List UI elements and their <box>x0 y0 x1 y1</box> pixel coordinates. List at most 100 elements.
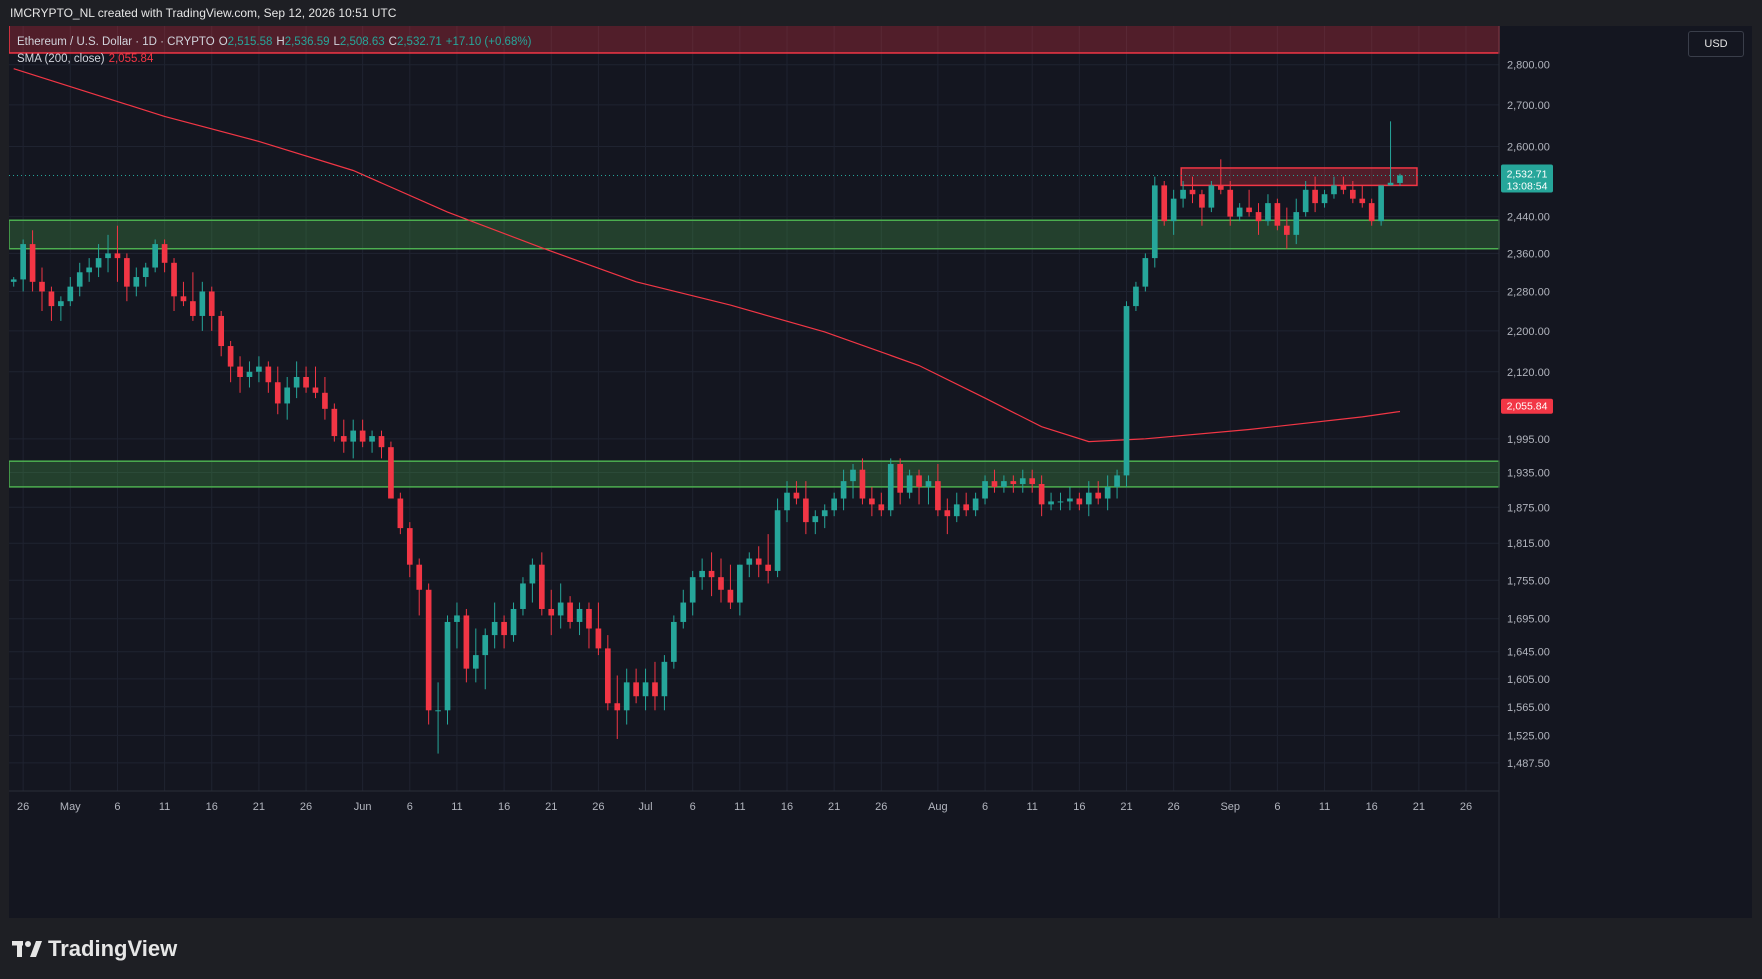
candle-up <box>1123 306 1130 476</box>
x-tick-label: 6 <box>982 801 988 813</box>
y-tick-label: 2,360.00 <box>1507 248 1550 260</box>
candle-down <box>1029 478 1036 485</box>
candle-down <box>416 564 423 590</box>
candle-down <box>897 464 903 493</box>
sma-price-badge <box>1501 398 1553 414</box>
candle-up <box>887 464 894 511</box>
support-zone <box>9 460 1500 488</box>
resistance-top-zone <box>9 26 1500 54</box>
candle-down <box>633 682 639 697</box>
high-label: H <box>276 36 285 48</box>
candle-down <box>501 621 507 636</box>
x-tick-label: 6 <box>407 801 413 813</box>
candle-up <box>906 475 913 493</box>
x-tick-label: 21 <box>253 801 265 813</box>
sma-price-label: 2,055.84 <box>1507 401 1548 413</box>
candle-up <box>576 608 583 622</box>
candle-up <box>350 430 357 442</box>
candle-down <box>944 510 951 517</box>
y-tick-label: 1,995.00 <box>1507 434 1550 446</box>
candle-up <box>1397 175 1403 183</box>
candle-down <box>463 615 470 669</box>
candle-up <box>95 258 102 268</box>
low-value: 2,508.63 <box>339 36 385 48</box>
candle-down <box>378 436 385 448</box>
candle-up <box>623 682 630 711</box>
sma-label[interactable]: SMA (200, close) <box>17 53 105 65</box>
close-label: C <box>388 36 397 48</box>
candle-up <box>454 615 460 622</box>
x-tick-label: 11 <box>159 801 170 813</box>
y-tick-label: 1,525.00 <box>1507 730 1550 742</box>
candle-down <box>171 262 177 297</box>
candle-down <box>586 608 592 629</box>
candle-up <box>529 564 536 584</box>
candle-down <box>755 558 762 565</box>
candle-down <box>1255 212 1262 222</box>
change-value: +17.10 (+0.68%) <box>445 36 532 48</box>
x-tick-label: 21 <box>1413 801 1425 813</box>
candle-down <box>1217 185 1224 190</box>
y-tick-label: 2,440.00 <box>1507 212 1550 224</box>
candle-up <box>737 564 743 603</box>
candle-up <box>256 366 262 372</box>
candle-up <box>520 583 526 609</box>
candle-up <box>435 710 441 712</box>
candle-down <box>237 366 243 377</box>
candle-up <box>671 621 677 662</box>
candle-up <box>152 244 158 268</box>
candle-up <box>1236 207 1243 217</box>
candle-up <box>1085 492 1092 505</box>
candle-up <box>1378 185 1384 222</box>
candle-down <box>48 291 55 307</box>
x-tick-label: Sep <box>1220 801 1240 813</box>
candle-down <box>208 291 215 316</box>
candle-down <box>765 564 771 571</box>
x-tick-label: 21 <box>1120 801 1132 813</box>
candle-up <box>972 498 979 511</box>
candle-up <box>491 621 498 636</box>
candle-up <box>1265 203 1271 222</box>
candle-up <box>199 291 206 316</box>
currency-button[interactable]: USD <box>1688 31 1744 57</box>
candle-up <box>680 602 687 622</box>
x-tick-label: 6 <box>1274 801 1280 813</box>
x-tick-label: Jun <box>354 801 372 813</box>
candle-up <box>142 267 149 278</box>
brand-name: TradingView <box>48 935 178 961</box>
price-chart[interactable]: 2,800.00 2,700.00 2,600.00 2,440.00 2,360.00… <box>9 26 1752 918</box>
candle-up <box>1151 185 1158 259</box>
candle-down <box>1274 203 1281 226</box>
support-zone <box>9 219 1500 250</box>
close-value: 2,532.71 <box>396 36 442 48</box>
candle-down <box>218 315 225 347</box>
candle-down <box>567 602 573 622</box>
candle-up <box>1104 486 1111 499</box>
candle-down <box>331 408 338 437</box>
candle-up <box>1331 185 1337 195</box>
candle-down <box>595 628 602 649</box>
candle-up <box>369 436 375 442</box>
sma-value: 2,055.84 <box>108 53 154 65</box>
x-tick-label: 26 <box>1460 801 1472 813</box>
candle-down <box>1161 185 1168 222</box>
candle-down <box>312 387 319 393</box>
candle-down <box>708 570 715 578</box>
brand[interactable]: TradingView <box>12 936 177 962</box>
candle-down <box>114 253 121 259</box>
candle-up <box>1133 286 1139 307</box>
y-tick-label: 2,120.00 <box>1507 367 1550 379</box>
candle-down <box>406 528 413 565</box>
candle-up <box>444 621 451 711</box>
y-tick-label: 1,645.00 <box>1507 647 1550 659</box>
candle-down <box>1283 225 1290 235</box>
candle-up <box>1057 501 1064 503</box>
candle-up <box>925 481 932 487</box>
candle-down <box>1246 207 1252 213</box>
chart-frame[interactable]: 2,800.00 2,700.00 2,600.00 2,440.00 2,360.00… <box>9 26 1752 918</box>
candle-down <box>397 498 404 529</box>
candle-down <box>614 703 621 711</box>
candle-up <box>746 558 753 565</box>
y-tick-label: 1,935.00 <box>1507 468 1550 480</box>
symbol-label[interactable]: Ethereum / U.S. Dollar · 1D · CRYPTO <box>17 36 215 48</box>
